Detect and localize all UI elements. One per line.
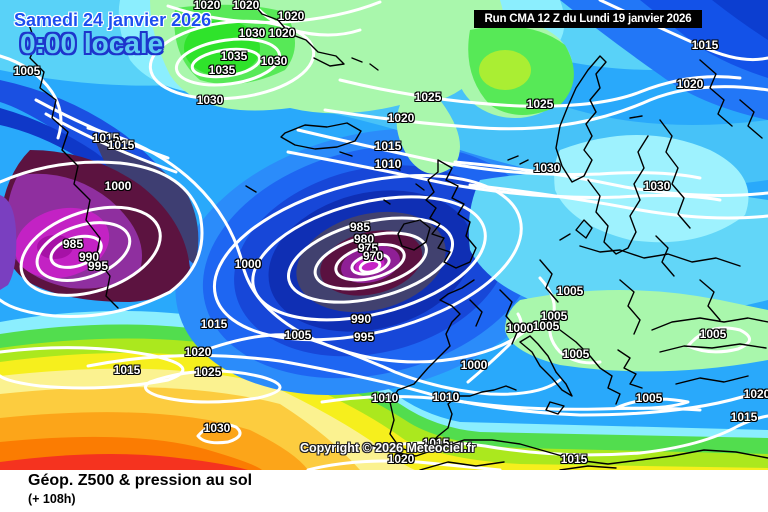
isobar-label: 990	[350, 312, 372, 326]
isobar-label: 1005	[532, 319, 560, 333]
isobar-label: 1020	[193, 0, 221, 12]
isobar-label: 1005	[556, 284, 584, 298]
map-parameter-title: Géop. Z500 & pression au sol	[28, 472, 253, 489]
geopotential-pressure-map	[0, 0, 768, 470]
isobar-label: 1005	[562, 347, 590, 361]
isobar-label: 1020	[277, 9, 305, 23]
isobar-label: 970	[362, 249, 384, 263]
isobar-label: 1015	[691, 38, 719, 52]
isobar-label: 1035	[208, 63, 236, 77]
isobar-label: 1025	[526, 97, 554, 111]
isobar-label: 985	[349, 220, 371, 234]
isobar-label: 985	[62, 237, 84, 251]
caption-bar: Géop. Z500 & pression au sol (+ 108h) 49…	[0, 470, 768, 512]
isobar-label: 980	[353, 232, 375, 246]
coastline-layer	[27, 0, 768, 470]
isobar-label: 1020	[268, 26, 296, 40]
isobar-label: 1015	[422, 436, 450, 450]
isobar-label: 995	[353, 330, 375, 344]
isobar-label: 1015	[560, 452, 588, 466]
isobar-label: 1000	[104, 179, 132, 193]
valid-date-label: Samedi 24 janvier 2026	[14, 10, 212, 30]
isobar-label: 1020	[232, 0, 260, 12]
isobar-label: 990	[78, 250, 100, 264]
isobar-label: 1015	[374, 139, 402, 153]
isobar-label: 1015	[730, 410, 758, 424]
isobar-label: 1030	[533, 161, 561, 175]
isobar-label: 1010	[432, 390, 460, 404]
isobar-label: 1035	[220, 49, 248, 63]
isobar-label: 1005	[540, 309, 568, 323]
isobar-label: 1030	[203, 421, 231, 435]
isobar-label: 1030	[643, 179, 671, 193]
isobar-label: 1030	[238, 26, 266, 40]
map-canvas: 1020 1020 1020 1030 1020 1035 1035 1030 1030 1025…	[0, 0, 768, 470]
isobar-label: 1020	[387, 111, 415, 125]
isobar-label: 1010	[371, 391, 399, 405]
valid-time-label: 0:00 locale	[20, 28, 164, 59]
isobar-label: 1015	[107, 138, 135, 152]
isobar-label: 1030	[260, 54, 288, 68]
copyright-watermark: Copyright © 2026 Meteociel.fr	[300, 441, 476, 455]
isobar-label: 975	[357, 241, 379, 255]
isobar-label: 1000	[234, 257, 262, 271]
isobar-label: 1020	[743, 387, 768, 401]
isobar-label: 1005	[13, 64, 41, 78]
isobar-label: 1015	[200, 317, 228, 331]
isobar-label: 1025	[194, 365, 222, 379]
isobar-label: 1020	[184, 345, 212, 359]
isobar-label: 1005	[699, 327, 727, 341]
isobar-label: 1010	[374, 157, 402, 171]
isobar-label: 1025	[414, 90, 442, 104]
isobar-label: 1005	[284, 328, 312, 342]
isobar-label: 1000	[506, 321, 534, 335]
isobar-label: 1005	[635, 391, 663, 405]
isobar-label: 1020	[387, 452, 415, 466]
isobar-label: 1000	[460, 358, 488, 372]
isobar-label: 1015	[113, 363, 141, 377]
isobar-label: 995	[87, 259, 109, 273]
isobar-label: 1015	[92, 131, 120, 145]
model-run-banner: Run CMA 12 Z du Lundi 19 janvier 2026	[474, 10, 702, 28]
isobar-label: 1020	[676, 77, 704, 91]
forecast-lead-time: (+ 108h)	[28, 492, 76, 506]
isobar-label: 1030	[196, 93, 224, 107]
